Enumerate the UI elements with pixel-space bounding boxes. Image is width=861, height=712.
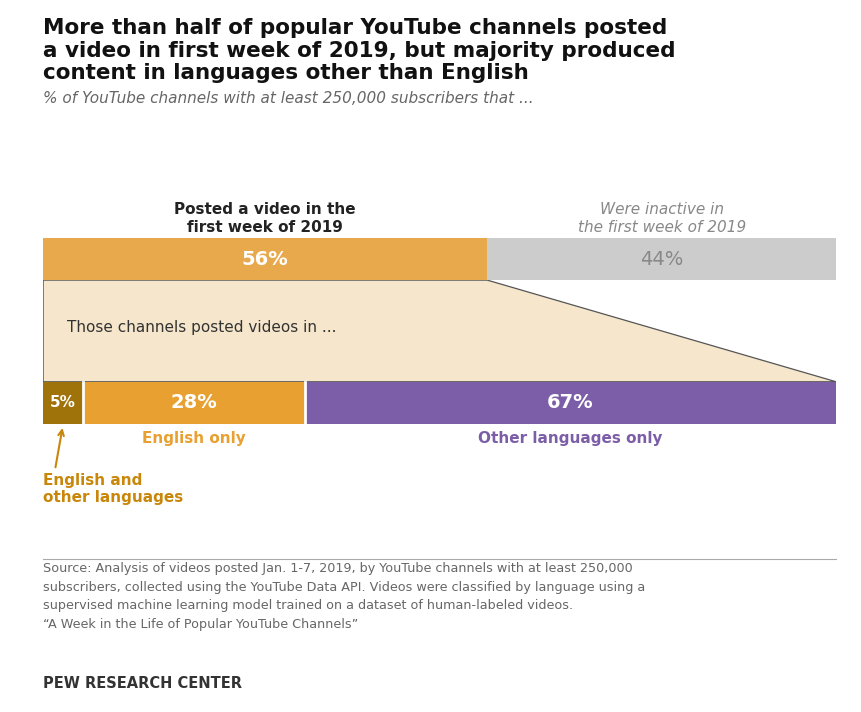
Text: Were inactive in: Were inactive in — [599, 202, 723, 217]
Text: content in languages other than English: content in languages other than English — [43, 63, 529, 83]
Text: 44%: 44% — [639, 250, 683, 268]
Bar — [43, 382, 83, 424]
Text: 28%: 28% — [170, 393, 217, 412]
Text: Source: Analysis of videos posted Jan. 1-7, 2019, by YouTube channels with at le: Source: Analysis of videos posted Jan. 1… — [43, 562, 645, 631]
Polygon shape — [43, 280, 835, 382]
Bar — [305, 382, 835, 424]
Text: Those channels posted videos in ...: Those channels posted videos in ... — [67, 320, 336, 335]
Text: English only: English only — [142, 431, 245, 446]
Text: 5%: 5% — [50, 395, 76, 410]
Text: More than half of popular YouTube channels posted: More than half of popular YouTube channe… — [43, 18, 666, 38]
Bar — [486, 239, 835, 280]
Text: Posted a video in the: Posted a video in the — [174, 202, 356, 217]
Text: English and
other languages: English and other languages — [43, 473, 183, 506]
Bar — [43, 239, 486, 280]
Bar — [83, 382, 305, 424]
Text: 67%: 67% — [547, 393, 593, 412]
Text: first week of 2019: first week of 2019 — [187, 220, 343, 235]
Text: the first week of 2019: the first week of 2019 — [577, 220, 745, 235]
Text: 56%: 56% — [241, 250, 288, 268]
Text: % of YouTube channels with at least 250,000 subscribers that ...: % of YouTube channels with at least 250,… — [43, 91, 533, 106]
Text: Other languages only: Other languages only — [478, 431, 662, 446]
Text: a video in first week of 2019, but majority produced: a video in first week of 2019, but major… — [43, 41, 675, 61]
Text: PEW RESEARCH CENTER: PEW RESEARCH CENTER — [43, 676, 242, 691]
